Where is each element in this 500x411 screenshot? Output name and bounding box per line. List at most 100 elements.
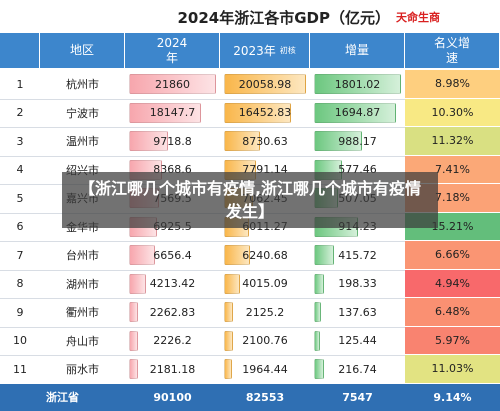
data-bar: [129, 330, 138, 351]
cell: 4.94%: [405, 269, 500, 298]
cell: 125.44: [338, 334, 377, 348]
data-bar: [314, 302, 321, 322]
data-bar: [314, 359, 325, 379]
cell: 11.03%: [405, 355, 500, 384]
data-bar: [129, 131, 168, 151]
row-line: [0, 127, 500, 128]
header-cell: 地区: [40, 33, 125, 68]
row-line: [0, 98, 500, 100]
cell: 6: [16, 220, 24, 234]
row-line: [0, 298, 500, 299]
cell: 2181.18: [149, 362, 196, 376]
cell: 宁波市: [66, 106, 99, 120]
banner: 【浙江哪几个城市有疫情,浙江哪几个城市有疫情发生】: [62, 172, 438, 228]
title: 2024年浙江各市GDP（亿元）: [177, 8, 390, 27]
total-cell: 9.14%: [433, 390, 472, 404]
cell: 舟山市: [66, 334, 99, 348]
data-bar: [129, 74, 216, 94]
cell: 1: [16, 77, 24, 91]
cell: 4: [16, 163, 24, 177]
data-bar: [314, 245, 335, 265]
data-bar: [314, 131, 362, 151]
row-line: [0, 155, 500, 157]
cell: 湖州市: [66, 277, 99, 291]
data-bar: [129, 102, 202, 123]
total-cell: 浙江省: [46, 391, 79, 405]
total-cell: 7547: [342, 390, 373, 404]
row-line: [0, 326, 500, 328]
data-bar: [129, 245, 156, 265]
row-line: [0, 355, 500, 356]
data-bar: [224, 102, 292, 123]
data-bar: [224, 359, 233, 379]
cell: 9718.8: [153, 134, 192, 148]
cell: 11.32%: [405, 127, 500, 156]
row-line: [0, 269, 500, 271]
cell: 9: [16, 305, 24, 319]
cell: 2125.2: [245, 305, 285, 319]
data-bar: [224, 74, 306, 94]
cell: 16452.83: [238, 106, 292, 120]
cell: 3: [16, 134, 24, 148]
cell: 丽水市: [66, 363, 99, 377]
header-cell: 2024年: [125, 33, 220, 68]
header-cell: 2023年 初核: [220, 33, 310, 68]
cell: 2100.76: [242, 334, 288, 348]
header-cell: 名义增速: [405, 33, 500, 68]
data-bar: [224, 302, 233, 322]
cell: 8: [16, 277, 24, 291]
data-bar: [314, 102, 396, 123]
cell: 2226.2: [153, 334, 192, 348]
data-bar: [224, 245, 250, 265]
cell: 6656.4: [153, 248, 192, 262]
cell: 4213.42: [149, 277, 196, 291]
cell: 5.97%: [405, 326, 500, 355]
cell: 6.66%: [405, 241, 500, 270]
cell: 4015.09: [242, 277, 288, 291]
cell: 衢州市: [66, 306, 99, 320]
total-row: [0, 383, 500, 411]
cell: 台州市: [66, 249, 99, 263]
cell: 杭州市: [66, 78, 99, 92]
cell: 10: [13, 334, 27, 348]
header-text: 初核: [279, 46, 296, 55]
cell: 8.98%: [405, 70, 500, 99]
header-text: 2023年: [233, 44, 276, 58]
cell: 5: [16, 191, 24, 205]
cell: 2262.83: [149, 305, 196, 319]
cell: 11: [13, 362, 27, 376]
header-cell: 增量: [310, 33, 405, 68]
cell: 10.30%: [405, 98, 500, 127]
row-line: [0, 241, 500, 242]
cell: 216.74: [338, 362, 377, 376]
total-cell: 82553: [245, 390, 285, 404]
cell: 20058.98: [238, 77, 292, 91]
data-bar: [224, 330, 233, 351]
data-bar: [129, 359, 138, 379]
cell: 137.63: [338, 305, 377, 319]
cell: 8730.63: [242, 134, 288, 148]
header-cell: [0, 33, 40, 68]
cell: 1801.02: [334, 77, 381, 91]
cell: 21860: [155, 77, 190, 91]
cell: 1964.44: [242, 362, 288, 376]
cell: 7: [16, 248, 24, 262]
cell: 1694.87: [334, 106, 381, 120]
cell: 988.17: [338, 134, 377, 148]
data-bar: [129, 302, 138, 322]
cell: 6.48%: [405, 298, 500, 327]
brand: 天命生商: [396, 11, 440, 24]
cell: 18147.7: [149, 106, 196, 120]
cell: 2: [16, 106, 24, 120]
data-bar: [224, 131, 260, 151]
cell: 198.33: [338, 277, 377, 291]
cell: 415.72: [338, 248, 377, 262]
cell: 温州市: [66, 135, 99, 149]
data-bar: [224, 273, 241, 294]
data-bar: [129, 273, 146, 294]
total-cell: 90100: [153, 390, 192, 404]
cell: 6240.68: [242, 248, 288, 262]
data-bar: [314, 273, 324, 294]
data-bar: [314, 74, 401, 94]
